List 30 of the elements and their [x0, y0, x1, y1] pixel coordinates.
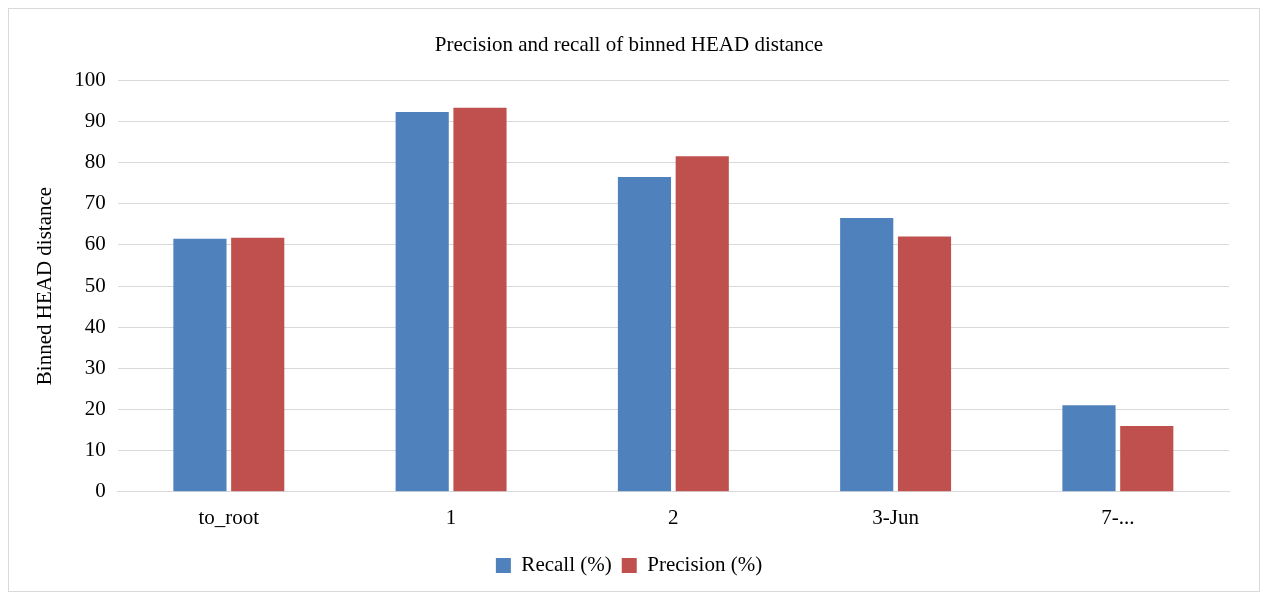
x-tick-label: 7-...	[1101, 504, 1135, 529]
y-tick-label: 80	[84, 149, 106, 174]
y-tick-label: 20	[84, 396, 106, 420]
y-tick-label: 10	[84, 437, 106, 462]
y-axis-title: Binned HEAD distance	[32, 186, 57, 386]
y-tick-label: 90	[84, 107, 106, 132]
x-tick-label: 1	[445, 504, 457, 529]
legend-label: Precision (%)	[647, 552, 763, 577]
bar	[617, 176, 672, 492]
y-tick-label: 40	[84, 313, 106, 338]
bar	[897, 236, 952, 492]
bar	[1062, 405, 1116, 492]
y-tick-label: 100	[74, 66, 106, 91]
x-tick-label: 2	[668, 504, 679, 529]
x-tick-label: 3-Jun	[872, 504, 920, 529]
bar	[395, 111, 449, 492]
bar	[840, 218, 894, 492]
y-tick-label: 30	[84, 354, 106, 379]
x-tick-label: to_root	[198, 504, 260, 529]
y-tick-label: 50	[84, 272, 106, 297]
legend-label: Recall (%)	[521, 552, 612, 577]
bar	[453, 107, 507, 492]
y-tick-label: 70	[84, 190, 106, 215]
bar	[173, 238, 227, 492]
y-tick-label: 60	[84, 231, 106, 256]
bar	[675, 156, 729, 492]
bar	[231, 237, 285, 492]
chart-title: Precision and recall of binned HEAD distance	[434, 32, 824, 57]
bar	[1120, 425, 1174, 492]
y-tick-label: 0	[95, 478, 106, 503]
